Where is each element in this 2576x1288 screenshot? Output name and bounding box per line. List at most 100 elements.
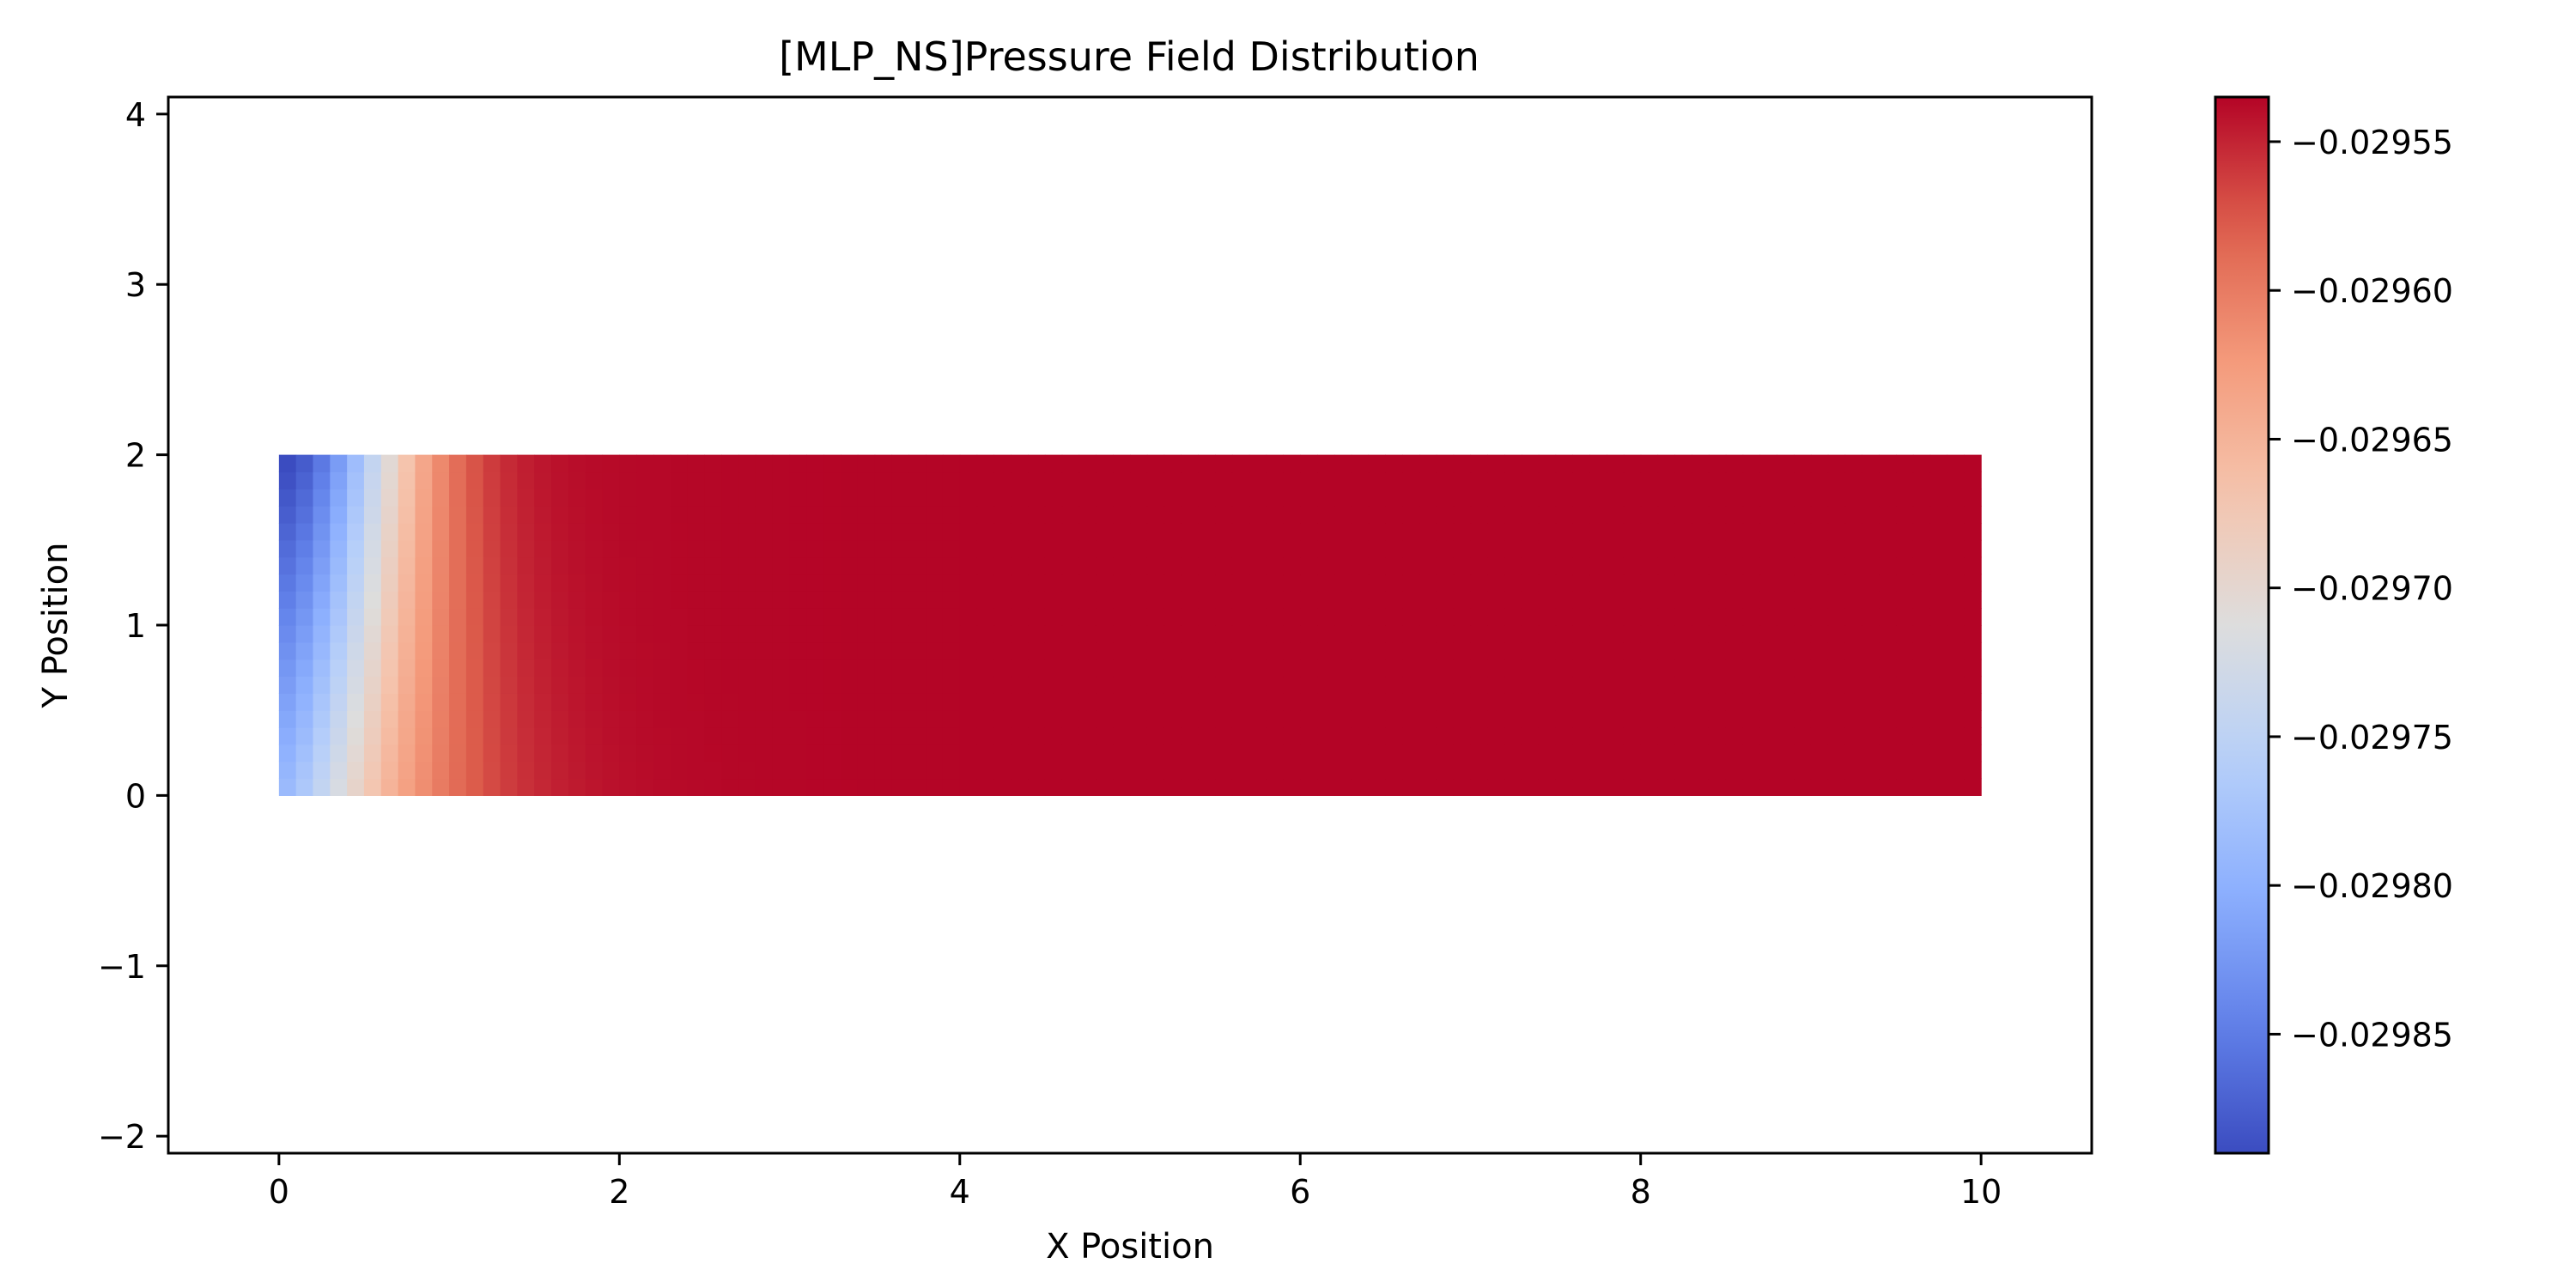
heatmap-cell xyxy=(1198,761,1216,780)
heatmap-cell xyxy=(1249,744,1267,762)
heatmap-cell xyxy=(517,608,535,626)
heatmap-cell xyxy=(1521,710,1540,728)
heatmap-cell xyxy=(1572,625,1590,643)
heatmap-cell xyxy=(1947,506,1965,524)
heatmap-cell xyxy=(1912,471,1931,489)
heatmap-cell xyxy=(1589,471,1607,489)
heatmap-cell xyxy=(1385,761,1403,780)
heatmap-cell xyxy=(585,539,604,558)
heatmap-cell xyxy=(1742,608,1761,626)
heatmap-cell xyxy=(1964,454,1982,473)
heatmap-cell xyxy=(1692,522,1710,541)
heatmap-cell xyxy=(449,641,467,660)
heatmap-cell xyxy=(1028,676,1046,694)
heatmap-cell xyxy=(1402,471,1420,489)
heatmap-cell xyxy=(313,659,331,677)
heatmap-cell xyxy=(1912,641,1931,660)
heatmap-cell xyxy=(721,659,739,677)
heatmap-cell xyxy=(857,744,876,762)
heatmap-cell xyxy=(1555,710,1573,728)
heatmap-cell xyxy=(1607,710,1625,728)
heatmap-cell xyxy=(891,778,909,796)
heatmap-cell xyxy=(1692,506,1710,524)
heatmap-cell xyxy=(1163,471,1182,489)
heatmap-cell xyxy=(1487,778,1505,796)
heatmap-cell xyxy=(1181,556,1199,575)
heatmap-cell xyxy=(687,761,706,780)
heatmap-cell xyxy=(295,591,314,609)
heatmap-cell xyxy=(1300,778,1318,796)
heatmap-cell xyxy=(1759,641,1777,660)
colorbar: −0.02985−0.02980−0.02975−0.02970−0.02965… xyxy=(2214,95,2453,1155)
heatmap-cell xyxy=(653,489,671,507)
heatmap-cell xyxy=(517,454,535,473)
heatmap-cell xyxy=(1249,556,1267,575)
heatmap-cell xyxy=(380,471,399,489)
heatmap-cell xyxy=(380,761,399,780)
heatmap-cell xyxy=(1231,556,1250,575)
heatmap-cell xyxy=(891,710,909,728)
heatmap-cell xyxy=(942,744,961,762)
heatmap-cell xyxy=(1487,574,1505,592)
heatmap-cell xyxy=(1640,727,1659,745)
heatmap-cell xyxy=(1844,556,1862,575)
heatmap-cell xyxy=(602,761,620,780)
colorbar-frame xyxy=(2214,95,2270,1155)
heatmap-cell xyxy=(721,778,739,796)
heatmap-cell xyxy=(976,556,995,575)
heatmap-cell xyxy=(1130,608,1148,626)
heatmap-cell xyxy=(1742,574,1761,592)
heatmap-cell xyxy=(1113,591,1131,609)
heatmap-cell xyxy=(1351,591,1370,609)
heatmap-cell xyxy=(1487,625,1505,643)
heatmap-cell xyxy=(1504,761,1522,780)
heatmap-cell xyxy=(908,539,927,558)
heatmap-cell xyxy=(380,744,399,762)
heatmap-cell xyxy=(449,471,467,489)
heatmap-cell xyxy=(1351,744,1370,762)
heatmap-cell xyxy=(1146,522,1165,541)
heatmap-cell xyxy=(1283,641,1301,660)
heatmap-cell xyxy=(1912,727,1931,745)
heatmap-cell xyxy=(432,539,450,558)
heatmap-cell xyxy=(1453,574,1472,592)
heatmap-cell xyxy=(1402,556,1420,575)
heatmap-cell xyxy=(1198,710,1216,728)
heatmap-cell xyxy=(517,778,535,796)
heatmap-cell xyxy=(721,556,739,575)
heatmap-cell xyxy=(1912,522,1931,541)
heatmap-cell xyxy=(789,710,807,728)
heatmap-cell xyxy=(926,625,944,643)
heatmap-cell xyxy=(380,641,399,660)
heatmap-cell xyxy=(823,506,841,524)
heatmap-cell xyxy=(823,676,841,694)
heatmap-cell xyxy=(465,727,484,745)
heatmap-cell xyxy=(278,727,297,745)
heatmap-cell xyxy=(1078,659,1097,677)
heatmap-cell xyxy=(1504,608,1522,626)
heatmap-cell xyxy=(1283,471,1301,489)
heatmap-cell xyxy=(1130,641,1148,660)
heatmap-cell xyxy=(1334,693,1352,711)
heatmap-cell xyxy=(1623,574,1642,592)
heatmap-cell xyxy=(619,454,637,473)
heatmap-cell xyxy=(1266,659,1284,677)
heatmap-cell xyxy=(1964,710,1982,728)
heatmap-cell xyxy=(568,539,586,558)
heatmap-cell xyxy=(1572,676,1590,694)
heatmap-cell xyxy=(1351,556,1370,575)
heatmap-cell xyxy=(1419,506,1437,524)
heatmap-cell xyxy=(517,574,535,592)
heatmap-cell xyxy=(619,778,637,796)
heatmap-cell xyxy=(704,539,722,558)
heatmap-cell xyxy=(1487,522,1505,541)
heatmap-cell xyxy=(1572,522,1590,541)
heatmap-cell xyxy=(653,454,671,473)
heatmap-cell xyxy=(551,574,569,592)
heatmap-cell xyxy=(1215,574,1233,592)
heatmap-cell xyxy=(1657,556,1675,575)
heatmap-cell xyxy=(363,744,382,762)
heatmap-cell xyxy=(1555,693,1573,711)
heatmap-cell xyxy=(993,744,1012,762)
heatmap-cell xyxy=(738,727,756,745)
